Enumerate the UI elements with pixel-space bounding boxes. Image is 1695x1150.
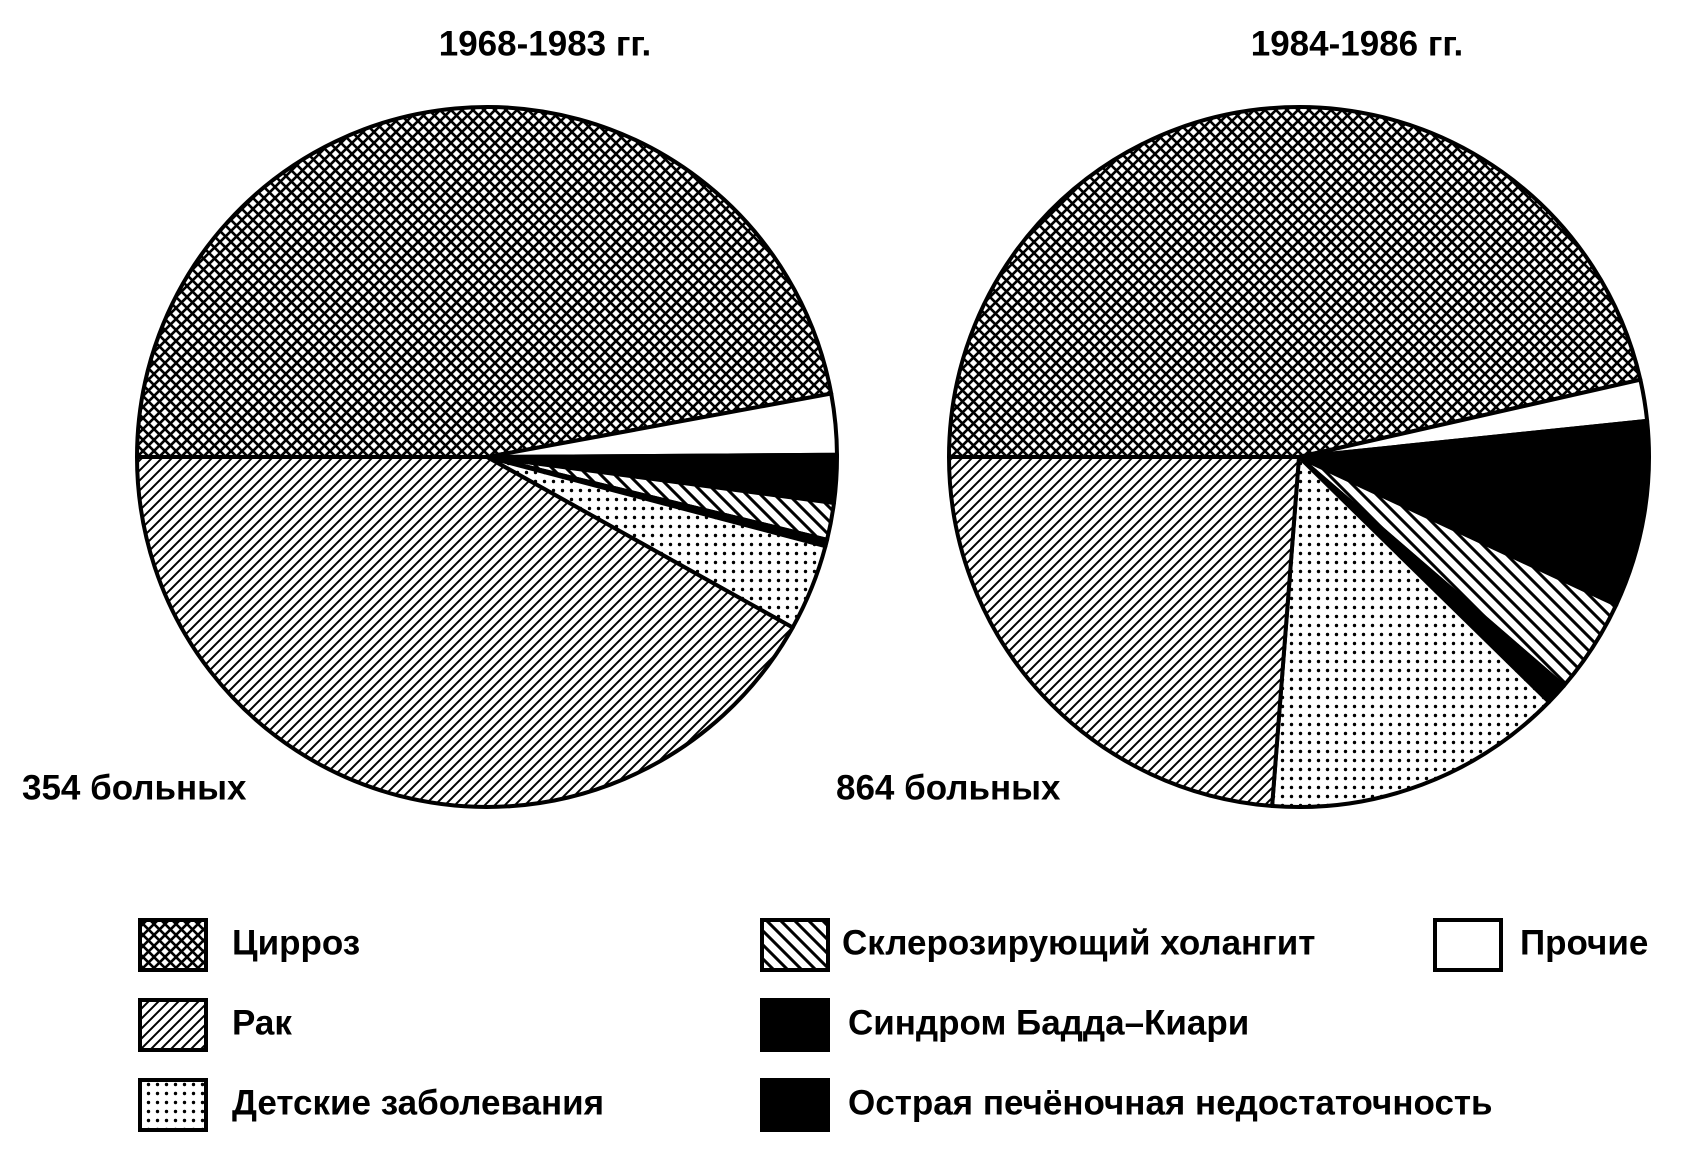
legend-swatch [760, 918, 830, 972]
legend-swatch [1433, 918, 1503, 972]
legend-label: Синдром Бадда–Киари [848, 1003, 1249, 1042]
legend-label: Детские заболевания [232, 1083, 604, 1122]
pie-slice [135, 105, 834, 459]
patient-count: 864 больных [836, 768, 1061, 807]
pie-slice [1297, 418, 1651, 607]
pie-slice [135, 455, 795, 809]
pie-title: 1968-1983 гг. [439, 24, 651, 63]
legend-swatch [760, 1078, 830, 1132]
legend-swatch [138, 998, 208, 1052]
pie-slice [1270, 455, 1551, 809]
legend-swatch [138, 918, 208, 972]
legend-label: Склерозирующий холангит [842, 923, 1315, 962]
pie-title: 1984-1986 гг. [1251, 24, 1463, 63]
legend-swatch [138, 1078, 208, 1132]
legend-label: Острая печёночная недостаточность [848, 1083, 1493, 1122]
legend-label: Цирроз [232, 923, 360, 962]
legend-label: Рак [232, 1003, 292, 1042]
legend-swatch [760, 998, 830, 1052]
pie-slice [947, 455, 1301, 808]
legend-label: Прочие [1520, 923, 1648, 962]
patient-count: 354 больных [22, 768, 247, 807]
pie-slice [947, 105, 1643, 459]
